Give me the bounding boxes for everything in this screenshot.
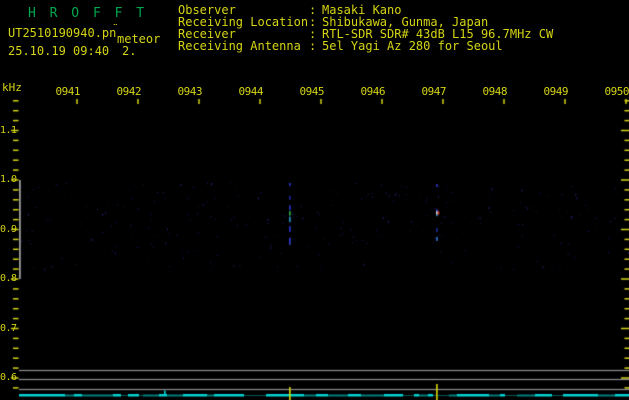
time-label-0944: 0944	[238, 85, 264, 98]
info-colon: :	[309, 39, 317, 53]
time-label-0941: 0941	[55, 85, 81, 98]
time-label-0950: 0950	[604, 85, 629, 98]
info-label: Receiver	[178, 27, 236, 41]
info-label: Observer	[178, 3, 236, 17]
station-info-block: Observer: Masaki Kano Receiving Location: S…	[178, 4, 553, 52]
meteor-mode-label: meteor	[117, 32, 161, 46]
freq-label-1.0: 1.0	[0, 174, 17, 185]
freq-label-1.1: 1.1	[0, 124, 17, 136]
station-info-row: Receiving Antenna:5el Yagi Az 280 for Se…	[178, 40, 553, 52]
time-label-0942: 0942	[116, 85, 142, 98]
echo-count: 2.	[122, 44, 137, 58]
info-value: Masaki Kano	[322, 3, 402, 17]
capture-datetime: 25.10.19 09:40	[8, 44, 110, 58]
info-colon: :	[309, 27, 317, 41]
app-title: H R O F F T	[28, 6, 148, 21]
time-label-0948: 0948	[482, 85, 508, 98]
time-label-0949: 0949	[543, 85, 569, 98]
station-info-row: Observer: Masaki Kano	[178, 4, 553, 16]
time-label-0943: 0943	[177, 85, 203, 98]
info-label: Receiving Location	[178, 15, 309, 29]
station-info-row: Receiver: RTL-SDR SDR# 43dB L15 96.7MHz C…	[178, 28, 553, 40]
time-label-0947: 0947	[421, 85, 447, 98]
info-colon: :	[309, 3, 317, 17]
info-label: Receiving Antenna	[178, 39, 301, 53]
freq-label-0.8: 0.8	[0, 273, 17, 284]
filename-remnant: ¨	[112, 22, 119, 35]
info-colon: :	[309, 15, 317, 29]
freq-label-0.7: 0.7	[0, 322, 17, 334]
freq-axis-unit: kHz	[2, 81, 22, 94]
capture-filename: UT2510190940.pn	[8, 26, 117, 40]
freq-label-0.6: 0.6	[0, 372, 17, 383]
station-info-row: Receiving Location: Shibukawa, Gunma, Jap…	[178, 16, 553, 28]
info-value: 5el Yagi Az 280 for Seoul	[322, 39, 503, 53]
time-label-0945: 0945	[299, 85, 325, 98]
info-value: Shibukawa, Gunma, Japan	[322, 15, 489, 29]
freq-label-0.9: 0.9	[0, 223, 17, 235]
time-label-0946: 0946	[360, 85, 386, 98]
info-value: RTL-SDR SDR# 43dB L15 96.7MHz CW	[322, 27, 554, 41]
